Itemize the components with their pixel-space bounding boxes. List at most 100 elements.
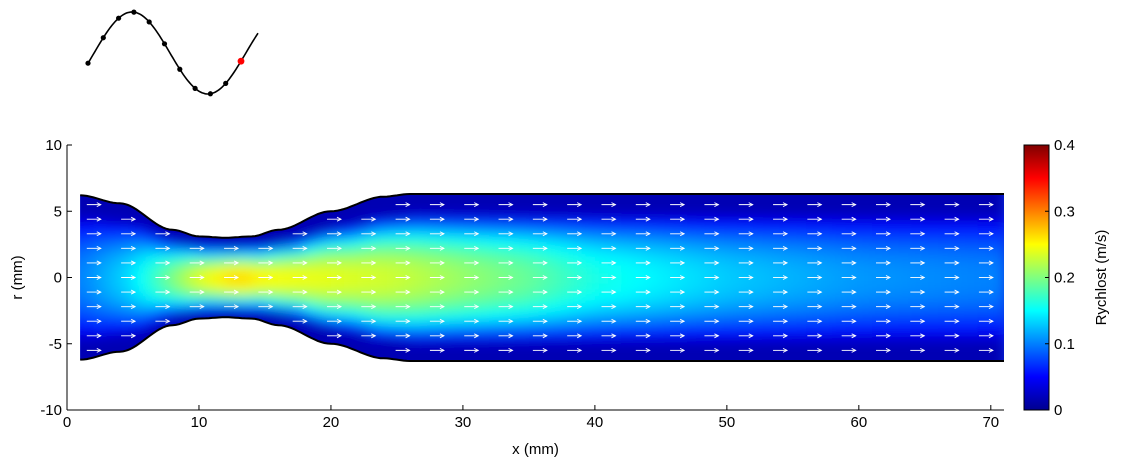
heatmap-cell — [898, 198, 913, 206]
heatmap-cell — [119, 310, 134, 319]
heatmap-cell — [779, 343, 794, 352]
heatmap-cell — [924, 330, 940, 339]
velocity-arrowhead — [954, 260, 960, 266]
velocity-arrowhead — [268, 260, 274, 266]
velocity-arrowhead — [405, 216, 411, 222]
heatmap-cell — [278, 264, 293, 272]
heatmap-cell — [172, 251, 187, 259]
velocity-arrowhead — [851, 260, 857, 266]
velocity-arrowhead — [474, 202, 480, 208]
heatmap-cell — [700, 277, 715, 286]
heatmap-cell — [317, 224, 332, 233]
velocity-arrowhead — [165, 275, 171, 280]
heatmap-cell — [885, 317, 900, 325]
heatmap-cell — [660, 343, 676, 352]
heatmap-cell — [502, 270, 517, 279]
heatmap-cell — [819, 244, 834, 252]
heatmap-cell — [568, 284, 583, 292]
velocity-arrowhead — [885, 275, 891, 280]
heatmap-cell — [449, 231, 464, 239]
heatmap-cell — [977, 270, 992, 279]
heatmap-cell — [845, 198, 860, 206]
heatmap-cell — [660, 330, 676, 339]
heatmap-cell — [621, 323, 636, 332]
heatmap-cell — [568, 204, 583, 213]
heatmap-cell — [608, 231, 623, 239]
heatmap-cell — [766, 310, 781, 319]
heatmap-cell — [740, 270, 755, 279]
heatmap-cell — [80, 198, 95, 206]
velocity-arrowhead — [439, 289, 445, 295]
velocity-arrowhead — [748, 231, 754, 237]
colorbar: 0.40.30.20.10 Rychlost (m/s) — [1023, 137, 1110, 419]
velocity-arrowhead — [782, 275, 789, 280]
heatmap-cell — [278, 237, 293, 246]
heatmap-cell — [436, 194, 451, 199]
heatmap-cell — [410, 264, 425, 272]
heatmap-cell — [370, 350, 385, 358]
heatmap-cell — [449, 330, 464, 339]
heatmap-cell — [462, 284, 478, 292]
heatmap-cell — [674, 350, 689, 358]
heatmap-cell — [608, 323, 623, 332]
heatmap-cell — [396, 264, 412, 272]
heatmap-cell — [832, 290, 847, 299]
heatmap-cell — [185, 270, 200, 279]
heatmap-cell — [106, 237, 121, 246]
heatmap-cell — [555, 337, 570, 345]
heatmap-cell — [700, 297, 715, 305]
heatmap-cell — [792, 244, 808, 252]
heatmap-cell — [396, 297, 412, 305]
heatmap-cell — [660, 297, 676, 305]
heatmap-cell — [713, 224, 728, 233]
heatmap-cell — [146, 290, 161, 299]
heatmap-cell — [753, 204, 768, 213]
heatmap-cell — [568, 211, 583, 219]
heatmap-cell — [198, 270, 214, 279]
heatmap-cell — [410, 224, 425, 233]
heatmap-cell — [990, 264, 1004, 272]
heatmap-cell — [383, 350, 398, 358]
heatmap-cell — [977, 284, 992, 292]
heatmap-cell — [977, 297, 992, 305]
heatmap-cell — [779, 330, 794, 339]
heatmap-cell — [476, 284, 491, 292]
heatmap-cell — [515, 350, 530, 358]
heatmap-cell — [753, 357, 768, 361]
heatmap-cell — [779, 337, 794, 345]
heatmap-cell — [146, 251, 161, 259]
heatmap-cell — [80, 270, 95, 279]
heatmap-cell — [317, 337, 332, 345]
velocity-arrowhead — [439, 260, 445, 266]
heatmap-cell — [964, 357, 979, 361]
heatmap-cell — [951, 211, 966, 219]
heatmap-cell — [410, 231, 425, 239]
heatmap-cell — [792, 264, 808, 272]
heatmap-cell — [660, 198, 676, 206]
heatmap-cell — [436, 277, 451, 286]
heatmap-cell — [370, 264, 385, 272]
heatmap-cell — [410, 357, 425, 361]
heatmap-cell — [924, 194, 940, 199]
heatmap-cell — [410, 337, 425, 345]
heatmap-cell — [977, 211, 992, 219]
heatmap-cell — [594, 257, 610, 266]
velocity-arrowhead — [96, 216, 102, 222]
waveform-point — [223, 80, 229, 86]
heatmap-cell — [674, 290, 689, 299]
heatmap-cell — [660, 217, 676, 226]
heatmap-cell — [753, 297, 768, 305]
heatmap-cell — [964, 194, 979, 199]
heatmap-cell — [726, 297, 742, 305]
heatmap-cell — [146, 264, 161, 272]
heatmap-cell — [964, 284, 979, 292]
heatmap-cell — [410, 350, 425, 358]
heatmap-cell — [198, 251, 214, 259]
velocity-arrowhead — [130, 275, 137, 280]
heatmap-cell — [80, 251, 95, 259]
heatmap-cell — [885, 231, 900, 239]
heatmap-cell — [753, 317, 768, 325]
velocity-arrowhead — [576, 245, 583, 251]
heatmap-cell — [740, 257, 755, 266]
heatmap-cell — [396, 310, 412, 319]
